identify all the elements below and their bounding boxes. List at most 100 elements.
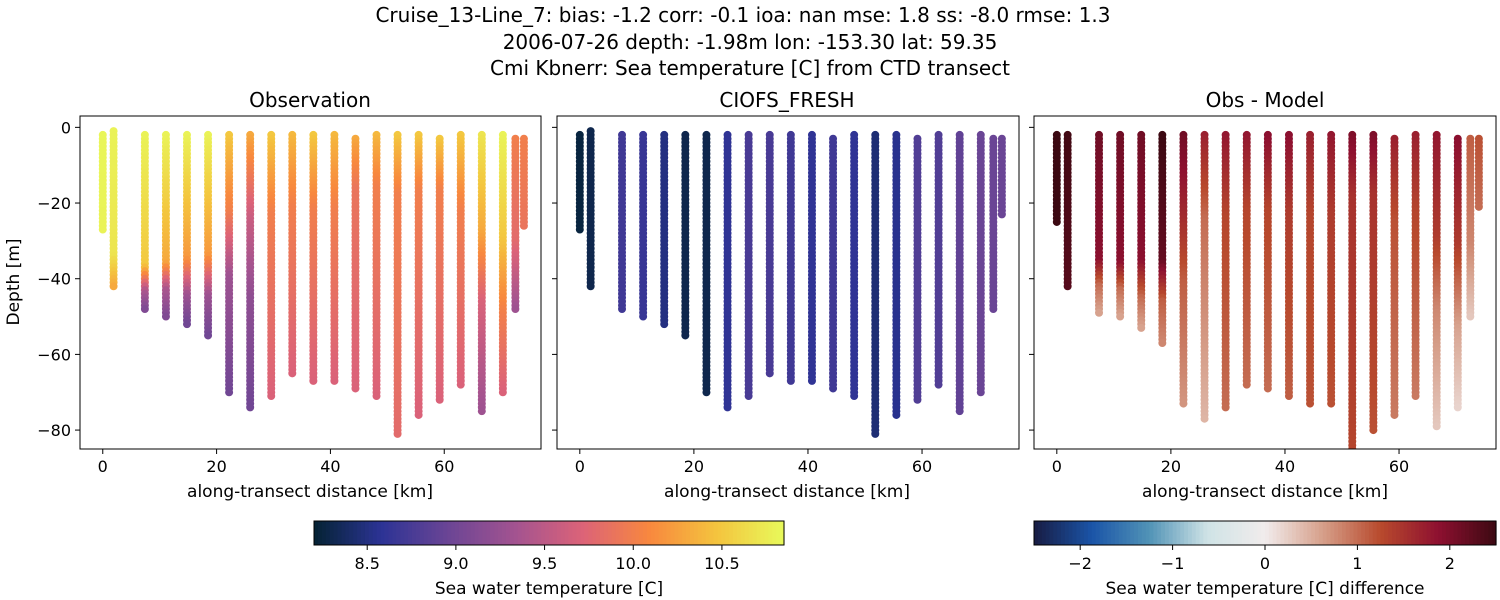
colorbar-segment — [380, 521, 386, 545]
colorbar-segment — [650, 521, 656, 545]
colorbar-segment — [1349, 521, 1355, 545]
colorbar-segment — [611, 521, 617, 545]
colorbar-segment — [1072, 521, 1077, 545]
data-point — [98, 225, 107, 234]
colorbar-segment — [1399, 521, 1405, 545]
data-point — [1306, 399, 1315, 408]
profile-column — [681, 130, 690, 340]
colorbar-segment — [756, 521, 762, 545]
colorbar-segment — [643, 521, 648, 545]
colorbar-segment — [541, 521, 546, 545]
colorbar-segment — [337, 521, 343, 545]
colorbar-segment — [752, 521, 758, 545]
colorbar-segment — [631, 521, 636, 545]
colorbar-segment — [1253, 521, 1258, 545]
colorbar-segment — [744, 521, 750, 545]
colorbar-segment — [1126, 521, 1131, 545]
colorbar-segment — [592, 521, 597, 545]
colorbar-segment — [1234, 521, 1239, 545]
colorbar-segment — [658, 521, 664, 545]
colorbar-segment — [1207, 521, 1212, 545]
colorbar-segment — [1357, 521, 1362, 545]
colorbar-segment — [537, 521, 542, 545]
colorbar-segment — [1245, 521, 1251, 545]
panel-obs-minus-model: Obs - Model 0 20 40 60 along-transect dista… — [1029, 88, 1497, 502]
colorbar-segment — [1122, 521, 1127, 545]
colorbar-segment — [502, 521, 507, 545]
colorbar-segment — [364, 521, 370, 545]
colorbar-segment — [678, 521, 683, 545]
colorbar-segment — [357, 521, 362, 545]
y-tick-label: −20 — [37, 194, 71, 213]
colorbar-segment — [1318, 521, 1324, 545]
data-point — [267, 392, 276, 401]
data-point — [1052, 217, 1061, 226]
colorbar-segment — [1188, 521, 1193, 545]
colorbar-segment — [733, 521, 738, 545]
profile-column — [393, 130, 402, 438]
colorbar-segment — [1157, 521, 1162, 545]
profile-column — [225, 130, 234, 397]
colorbar-segment — [314, 521, 319, 545]
colorbar-segment — [1218, 521, 1224, 545]
plot-frame — [1033, 115, 1497, 450]
colorbar-segment — [411, 521, 417, 545]
colorbar-segment — [1222, 521, 1228, 545]
data-point — [575, 225, 584, 234]
profile-column — [1158, 130, 1167, 348]
colorbar-segment — [1430, 521, 1435, 545]
profile-column — [330, 130, 339, 385]
colorbar-segment — [564, 521, 570, 545]
colorbar-ticks: 8.5 9.0 9.5 10.0 10.5 — [354, 545, 740, 573]
colorbar-segment — [1372, 521, 1378, 545]
colorbar-segment — [1134, 521, 1139, 545]
data-point — [955, 407, 964, 416]
data-point — [976, 388, 985, 397]
colorbar-segment — [1438, 521, 1443, 545]
colorbar-segment — [1164, 521, 1170, 545]
colorbar-segment — [1376, 521, 1382, 545]
x-tick-label: 20 — [1161, 457, 1181, 476]
colorbar-tick-label: 1 — [1352, 554, 1362, 573]
colorbar-segment — [466, 521, 472, 545]
x-tick-label: 60 — [1389, 457, 1409, 476]
colorbar-segment — [1049, 521, 1054, 545]
profile-column — [98, 130, 107, 234]
panel-marks — [1052, 130, 1483, 449]
data-point — [1200, 414, 1209, 423]
data-point — [1221, 403, 1230, 412]
profile-column — [639, 130, 648, 321]
colorbar-segment — [1141, 521, 1147, 545]
profile-column — [1369, 130, 1378, 435]
panel-ticks: 0 20 40 60 — [1029, 126, 1409, 476]
data-point — [829, 384, 838, 393]
colorbar-tick-label: 8.5 — [354, 554, 379, 573]
colorbar-segment — [623, 521, 628, 545]
colorbar-segment — [780, 521, 785, 545]
data-point — [225, 388, 234, 397]
x-tick-label: 0 — [1052, 457, 1062, 476]
colorbar-segment — [1137, 521, 1143, 545]
profile-column — [660, 130, 669, 329]
x-axis-label: along-transect distance [km] — [664, 482, 910, 502]
colorbar-segment — [1145, 521, 1151, 545]
profile-column — [765, 130, 774, 378]
data-point — [1327, 399, 1336, 408]
profile-column — [1466, 134, 1475, 321]
data-point — [1411, 392, 1420, 401]
data-point — [786, 376, 795, 385]
colorbar-segment — [1111, 521, 1116, 545]
colorbar-segment — [740, 521, 746, 545]
data-point — [1179, 399, 1188, 408]
colorbar-segment — [1195, 521, 1201, 545]
colorbar-segment — [494, 521, 499, 545]
colorbar-segment — [1068, 521, 1074, 545]
colorbar-segment — [580, 521, 585, 545]
colorbar-segment — [368, 521, 374, 545]
data-point — [934, 380, 943, 389]
data-point — [744, 392, 753, 401]
data-point — [1116, 312, 1125, 321]
data-point — [519, 221, 528, 230]
colorbar-segment — [513, 521, 519, 545]
